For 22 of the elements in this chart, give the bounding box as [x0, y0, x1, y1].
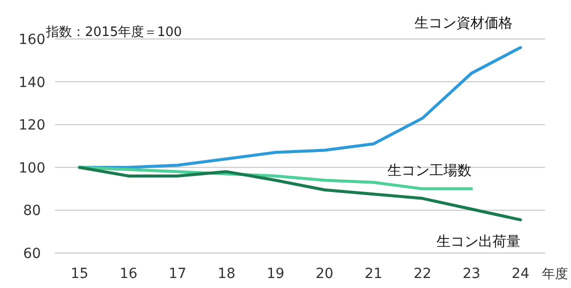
series-label: 生コン工場数	[388, 162, 472, 179]
x-tick-label: 24	[512, 266, 530, 282]
x-tick-label: 19	[266, 266, 284, 282]
x-tick-label: 18	[218, 266, 236, 282]
series-label: 生コン資材価格	[414, 16, 512, 32]
y-tick-label: 100	[18, 160, 46, 176]
x-tick-label: 16	[120, 266, 138, 282]
x-tick-label: 17	[168, 266, 186, 282]
series-label: 生コン出荷量	[436, 234, 520, 250]
y-tick-label: 160	[18, 32, 46, 48]
x-tick-label: 15	[70, 266, 88, 282]
x-axis-title: 年度	[542, 266, 568, 282]
y-tick-label: 120	[18, 118, 46, 134]
y-tick-label: 140	[18, 74, 46, 91]
x-tick-label: 21	[364, 266, 382, 282]
x-tick-label: 20	[316, 266, 334, 282]
y-tick-label: 60	[23, 246, 41, 262]
y-axis-title: 指数：2015年度＝100	[45, 24, 182, 40]
x-tick-label: 23	[462, 266, 480, 282]
y-tick-label: 80	[23, 203, 41, 220]
line-series	[78, 166, 522, 222]
x-tick-label: 22	[414, 266, 432, 282]
